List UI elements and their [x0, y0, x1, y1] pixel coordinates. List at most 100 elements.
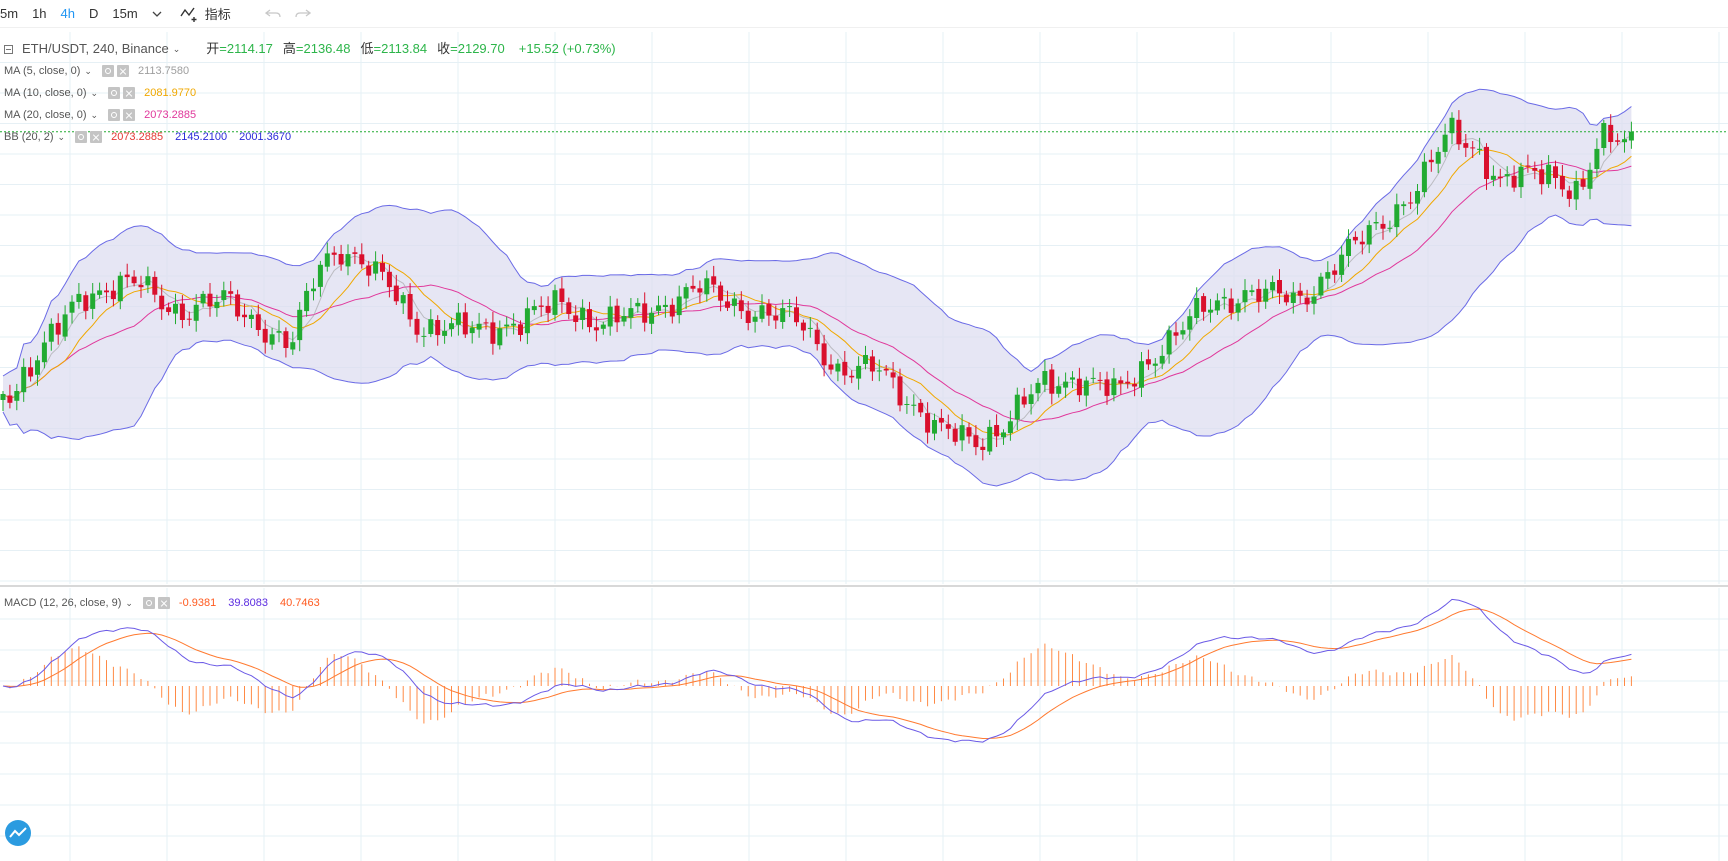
candle-body [849, 375, 855, 378]
candle-body [828, 364, 834, 370]
pane-divider[interactable] [0, 585, 1728, 587]
candle-body [1408, 202, 1414, 204]
timeframe-5m[interactable]: 5m [0, 6, 19, 21]
macd-name[interactable]: MACD (12, 26, close, 9) [4, 597, 122, 609]
chevron-down-icon[interactable]: ⌄ [57, 132, 66, 142]
candle-body [1125, 381, 1131, 384]
chevron-down-icon[interactable]: ⌄ [90, 88, 99, 98]
collapse-icon[interactable] [4, 44, 13, 54]
close-icon[interactable] [157, 597, 170, 609]
candle-body [331, 252, 337, 255]
candle-body [1511, 175, 1517, 188]
candle-body [1463, 143, 1469, 148]
candle-body [1428, 159, 1434, 163]
indicators-button[interactable]: 指标 [180, 4, 231, 23]
close-icon[interactable] [123, 109, 136, 121]
candle-body [593, 327, 599, 331]
macd-row: MACD (12, 26, close, 9) ⌄ -0.9381 39.808… [4, 592, 332, 614]
candle-body [1283, 294, 1289, 303]
candle-body [1594, 148, 1600, 169]
candle-body [573, 315, 579, 322]
chevron-down-icon[interactable]: ⌄ [172, 44, 181, 54]
macd-chart[interactable] [0, 588, 1728, 861]
candle-body [1180, 330, 1186, 335]
ma5-name[interactable]: MA (5, close, 0) [4, 65, 81, 77]
candle-body [1070, 377, 1075, 380]
chevron-down-icon[interactable]: ⌄ [84, 66, 92, 76]
symbol-label[interactable]: ETH/USDT, 240, Binance [22, 41, 169, 56]
chevron-down-icon[interactable]: ⌄ [125, 597, 133, 608]
timeframe-d[interactable]: D [89, 6, 99, 21]
candle-body [490, 322, 496, 344]
low-value: =2113.84 [373, 41, 428, 56]
candle-body [683, 287, 689, 299]
undo-icon [264, 8, 281, 17]
candle-body [911, 404, 917, 406]
candle-body [587, 309, 592, 328]
timeframe-4h[interactable]: 4h [60, 6, 75, 21]
close-icon[interactable] [116, 65, 129, 77]
candle-body [787, 306, 793, 308]
candle-body [1497, 176, 1503, 179]
candle-body [193, 304, 199, 321]
eye-icon[interactable] [108, 109, 121, 121]
chart-legend: ETH/USDT, 240, Binance ⌄ 开 =2114.17 高 =213… [4, 38, 616, 148]
candle-body [1553, 166, 1558, 178]
eye-icon[interactable] [142, 597, 155, 609]
candle-body [352, 252, 358, 254]
candle-body [290, 342, 296, 350]
candle-body [1380, 223, 1386, 229]
ma20-line [2, 161, 1632, 423]
redo-button[interactable] [295, 8, 311, 20]
candle-body [221, 290, 227, 300]
timeframe-1h[interactable]: 1h [32, 6, 47, 21]
candle-body [152, 276, 158, 295]
candle-body [283, 331, 289, 348]
candle-body [311, 288, 316, 292]
candle-body [345, 254, 351, 267]
eye-icon[interactable] [108, 87, 121, 99]
ma5-value: 2113.7580 [137, 65, 190, 77]
candle-body [718, 285, 724, 301]
tradingview-logo-icon[interactable] [5, 820, 31, 846]
candle-body [814, 329, 820, 345]
candle-body [869, 356, 875, 372]
timeframe-15m[interactable]: 15m [112, 6, 138, 21]
candle-body [649, 312, 655, 324]
candle-body [28, 367, 34, 377]
candle-body [1021, 396, 1027, 405]
candle-body [518, 324, 523, 335]
candle-body [269, 334, 275, 345]
close-icon[interactable] [90, 131, 103, 143]
candle-body [1145, 359, 1151, 365]
candle-body [925, 413, 931, 433]
candle-body [1256, 288, 1262, 302]
bb-name[interactable]: BB (20, 2) [4, 131, 54, 143]
eye-icon[interactable] [75, 131, 88, 143]
candle-body [400, 295, 406, 304]
close-icon[interactable] [123, 87, 136, 99]
candle-body [1573, 180, 1579, 200]
undo-button[interactable] [264, 8, 281, 20]
macd-signal-value: 40.7463 [280, 597, 320, 609]
candle-body [1346, 238, 1351, 256]
candle-body [7, 395, 13, 403]
price-chart[interactable] [0, 32, 1728, 584]
candle-body [738, 300, 744, 312]
candle-body [1525, 165, 1531, 167]
eye-icon[interactable] [101, 65, 114, 77]
candle-body [1214, 300, 1220, 311]
ma10-name[interactable]: MA (10, close, 0) [4, 87, 87, 99]
candle-body [435, 320, 441, 336]
candle-body [1187, 316, 1193, 330]
candle-body [1063, 381, 1069, 388]
candle-body [48, 323, 54, 342]
candle-body [214, 301, 220, 309]
ma20-name[interactable]: MA (20, close, 0) [4, 109, 87, 121]
timeframe-dropdown[interactable] [152, 6, 162, 21]
candle-body [124, 274, 130, 278]
chevron-down-icon[interactable]: ⌄ [90, 110, 99, 120]
candle-body [1415, 191, 1420, 204]
candle-body [918, 402, 924, 413]
indicators-icon [180, 7, 197, 22]
